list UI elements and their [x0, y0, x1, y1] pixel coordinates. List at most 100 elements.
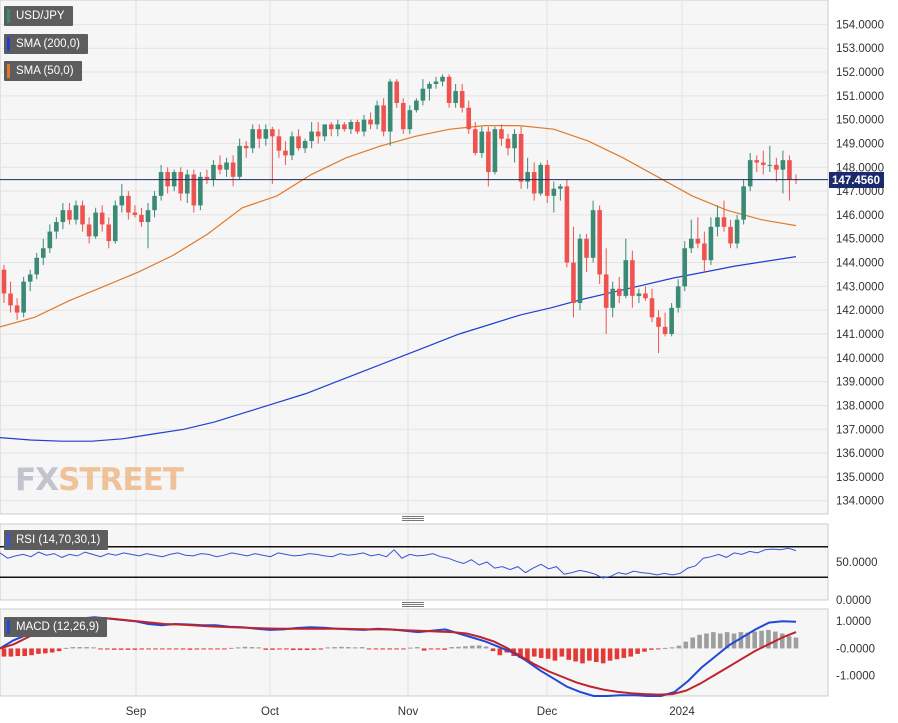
candle-body: [695, 238, 701, 244]
time-axis: Sep Oct Nov Dec 2024: [126, 706, 696, 718]
candle-body: [322, 124, 328, 137]
pane-resize-handle[interactable]: [402, 516, 424, 522]
legend-swatch: [7, 533, 10, 547]
candle-body: [577, 238, 583, 304]
legend-macd[interactable]: MACD (12,26,9): [4, 617, 108, 637]
candle-body: [459, 91, 465, 108]
candle-body: [276, 136, 282, 151]
macd-histogram-bar: [428, 648, 434, 650]
candle-body: [760, 162, 766, 165]
candle-body: [649, 298, 655, 318]
macd-histogram-bar: [662, 647, 668, 649]
legend-label: MACD (12,26,9): [16, 621, 100, 633]
macd-histogram-bar: [669, 647, 675, 649]
candle-body: [603, 274, 609, 308]
candle-body: [499, 129, 504, 139]
candle-body: [34, 257, 40, 275]
candle-body: [14, 305, 20, 313]
price-tick-label: 147.0000: [836, 186, 884, 198]
macd-histogram-bar: [717, 633, 723, 649]
macd-histogram-bar: [208, 648, 213, 650]
macd-histogram-bar: [332, 647, 337, 649]
macd-histogram-bar: [759, 630, 764, 649]
macd-histogram-bar: [160, 648, 165, 650]
price-tick-label: 151.0000: [836, 91, 884, 103]
macd-histogram-bar: [15, 648, 21, 657]
legend-sma200[interactable]: SMA (200,0): [4, 34, 88, 54]
macd-histogram-bar: [318, 648, 324, 650]
candle-body: [139, 214, 144, 223]
candle-body: [73, 205, 79, 220]
price-tick-label: 141.0000: [836, 329, 884, 341]
macd-histogram-bar: [311, 648, 317, 650]
macd-histogram-bar: [180, 648, 186, 650]
macd-histogram-bar: [683, 641, 689, 649]
price-tick-label: 143.0000: [836, 281, 884, 293]
macd-histogram-bar: [325, 647, 330, 649]
macd-histogram-bar: [552, 648, 558, 661]
macd-histogram-bar: [401, 648, 406, 650]
candle-body: [741, 186, 746, 220]
candle-body: [558, 186, 563, 189]
legend-swatch: [7, 9, 10, 23]
macd-histogram-bar: [600, 648, 606, 664]
macd-histogram-bar: [779, 633, 785, 649]
candle-body: [47, 231, 53, 249]
last-price-box: [829, 172, 884, 188]
candle-body: [224, 162, 229, 170]
candle-body: [243, 145, 249, 149]
price-tick-label: 149.0000: [836, 138, 884, 150]
candle-body: [99, 212, 105, 225]
candle-body: [335, 124, 341, 130]
candle-body: [361, 119, 367, 132]
price-axis: 154.0000 153.0000 152.0000 151.0000 150.0000…: [836, 19, 884, 507]
macd-histogram-bar: [339, 646, 344, 649]
legend-usdjpy[interactable]: USD/JPY: [4, 6, 73, 26]
macd-histogram-bar: [711, 632, 716, 649]
candle-body: [453, 91, 458, 103]
candle-body: [80, 205, 85, 225]
candle-body: [60, 210, 66, 223]
candle-body: [590, 210, 596, 258]
macd-histogram-bar: [118, 648, 124, 650]
macd-histogram-bar: [8, 648, 14, 657]
candle-body: [407, 110, 413, 130]
candle-body: [728, 226, 733, 244]
macd-signal-line: [0, 616, 797, 696]
pane-resize-handle[interactable]: [402, 602, 424, 608]
candle-body: [446, 76, 452, 103]
macd-histogram-bar: [284, 648, 289, 650]
legend-rsi[interactable]: RSI (14,70,30,1): [4, 530, 109, 550]
candle-body: [780, 160, 786, 170]
macd-histogram-bar: [607, 648, 613, 661]
macd-histogram-bar: [655, 648, 661, 650]
candle-body: [682, 248, 688, 287]
macd-histogram-bar: [166, 648, 172, 650]
legend-sma50[interactable]: SMA (50,0): [4, 61, 82, 81]
macd-histogram-bar: [153, 648, 158, 650]
watermark-fx: FX: [15, 462, 59, 498]
candle-body: [106, 224, 112, 242]
candle-body: [54, 222, 59, 232]
price-tick-label: 150.0000: [836, 115, 884, 127]
candle-body: [27, 274, 33, 282]
macd-histogram-bar: [421, 648, 427, 651]
candle-body: [616, 288, 622, 296]
macd-histogram-bar: [77, 647, 83, 649]
time-tick-label: 2024: [669, 706, 695, 718]
macd-histogram-bar: [614, 648, 620, 660]
candle-body: [518, 133, 524, 182]
candle-body: [486, 131, 491, 173]
macd-histogram-bar: [132, 648, 138, 650]
macd-histogram-bar: [387, 648, 392, 650]
price-tick-label: 136.0000: [836, 448, 884, 460]
price-tick-label: 134.0000: [836, 496, 884, 508]
candle-body: [656, 317, 661, 327]
candle-body: [8, 293, 13, 306]
candle-body: [237, 145, 242, 177]
macd-histogram-bar: [442, 648, 448, 650]
price-tick-label: 138.0000: [836, 400, 884, 412]
macd-histogram-bar: [786, 636, 792, 649]
macd-histogram-bar: [105, 648, 110, 650]
candle-body: [505, 138, 511, 149]
